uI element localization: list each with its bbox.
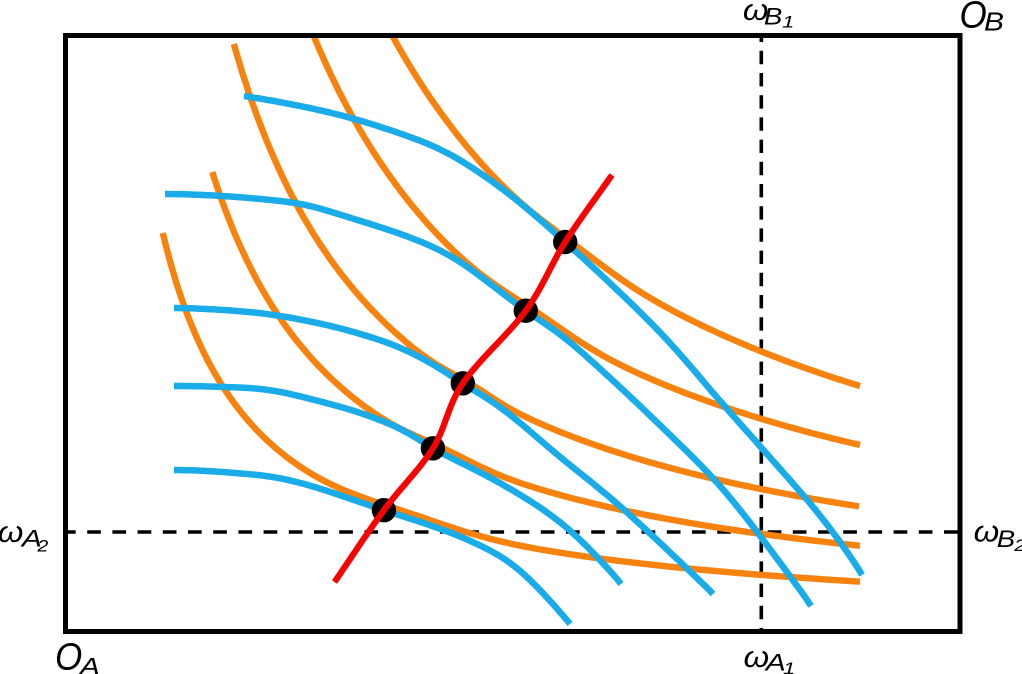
svg-text:B: B (764, 4, 782, 30)
svg-text:O: O (55, 635, 82, 674)
svg-text:ω: ω (743, 0, 769, 27)
svg-text:A: A (78, 652, 100, 674)
svg-text:A: A (764, 648, 786, 674)
svg-text:1: 1 (783, 659, 795, 674)
svg-text:ω: ω (974, 514, 1000, 548)
svg-text:O: O (960, 0, 987, 36)
svg-text:2: 2 (36, 536, 48, 555)
svg-text:ω: ω (0, 514, 23, 548)
svg-text:B: B (984, 7, 1004, 36)
svg-text:1: 1 (782, 13, 794, 32)
svg-text:ω: ω (744, 640, 770, 674)
svg-text:A: A (20, 525, 42, 552)
svg-text:2: 2 (1013, 535, 1022, 554)
svg-text:B: B (997, 526, 1015, 552)
